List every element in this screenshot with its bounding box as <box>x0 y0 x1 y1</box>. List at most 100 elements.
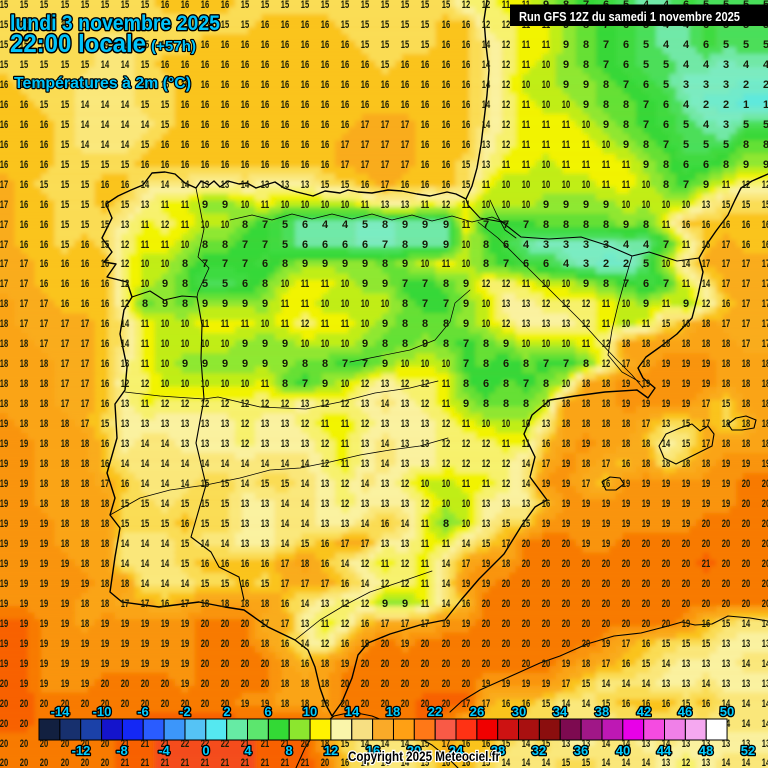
svg-text:20: 20 <box>602 558 610 570</box>
svg-text:13: 13 <box>401 199 409 211</box>
svg-text:20: 20 <box>20 718 28 730</box>
svg-text:13: 13 <box>522 498 530 510</box>
svg-text:18: 18 <box>101 598 109 610</box>
svg-text:11: 11 <box>502 0 510 11</box>
svg-text:4: 4 <box>683 99 690 111</box>
svg-text:20: 20 <box>20 757 28 768</box>
svg-text:16: 16 <box>281 139 289 151</box>
svg-text:19: 19 <box>642 398 650 410</box>
svg-text:15: 15 <box>462 159 470 171</box>
svg-text:14: 14 <box>181 179 190 191</box>
svg-text:17: 17 <box>341 139 349 151</box>
svg-text:6: 6 <box>302 239 308 251</box>
svg-text:16: 16 <box>341 79 349 91</box>
svg-text:15: 15 <box>181 558 189 570</box>
svg-text:9: 9 <box>543 199 549 211</box>
svg-text:21: 21 <box>121 738 129 750</box>
svg-text:19: 19 <box>20 478 28 490</box>
svg-text:17: 17 <box>141 598 149 610</box>
svg-text:15: 15 <box>381 59 389 71</box>
svg-text:16: 16 <box>241 39 249 51</box>
svg-text:13: 13 <box>321 478 329 490</box>
svg-text:14: 14 <box>161 538 170 550</box>
svg-text:14: 14 <box>241 478 250 490</box>
svg-text:13: 13 <box>141 199 149 211</box>
svg-text:20: 20 <box>742 498 750 510</box>
svg-text:10: 10 <box>622 298 630 310</box>
svg-text:12: 12 <box>742 179 750 191</box>
svg-text:19: 19 <box>40 678 48 690</box>
svg-text:12: 12 <box>702 298 710 310</box>
svg-text:13: 13 <box>181 438 189 450</box>
svg-text:11: 11 <box>602 179 610 191</box>
svg-text:8: 8 <box>402 298 408 310</box>
svg-text:7: 7 <box>422 278 428 290</box>
svg-text:15: 15 <box>421 738 429 750</box>
svg-text:19: 19 <box>40 658 48 670</box>
svg-text:16: 16 <box>221 79 229 91</box>
svg-text:6: 6 <box>322 239 328 251</box>
svg-text:12: 12 <box>361 418 369 430</box>
svg-text:15: 15 <box>421 0 429 11</box>
svg-text:20: 20 <box>381 658 389 670</box>
svg-text:15: 15 <box>301 0 309 11</box>
svg-text:20: 20 <box>421 678 429 690</box>
svg-text:19: 19 <box>161 618 169 630</box>
svg-text:14: 14 <box>181 478 190 490</box>
svg-text:9: 9 <box>683 298 689 310</box>
svg-text:10: 10 <box>201 378 209 390</box>
svg-text:17: 17 <box>742 258 750 270</box>
svg-text:19: 19 <box>61 658 69 670</box>
svg-text:3: 3 <box>703 79 709 91</box>
svg-text:7: 7 <box>422 298 428 310</box>
svg-text:11: 11 <box>141 318 149 330</box>
svg-text:16: 16 <box>221 119 229 131</box>
svg-text:11: 11 <box>161 199 169 211</box>
svg-text:15: 15 <box>762 199 768 211</box>
svg-text:14: 14 <box>301 518 310 530</box>
svg-text:2: 2 <box>743 79 749 91</box>
svg-text:19: 19 <box>622 398 630 410</box>
svg-text:46: 46 <box>678 704 692 719</box>
svg-text:8: 8 <box>483 338 489 350</box>
svg-text:16: 16 <box>482 738 490 750</box>
svg-text:15: 15 <box>221 578 229 590</box>
svg-text:8: 8 <box>422 318 428 330</box>
svg-text:17: 17 <box>361 538 369 550</box>
svg-text:17: 17 <box>742 298 750 310</box>
svg-text:11: 11 <box>301 298 309 310</box>
svg-text:19: 19 <box>702 378 710 390</box>
svg-text:19: 19 <box>20 618 28 630</box>
svg-text:19: 19 <box>40 538 48 550</box>
svg-text:19: 19 <box>0 598 8 610</box>
svg-text:11: 11 <box>622 159 630 171</box>
svg-text:20: 20 <box>221 678 229 690</box>
svg-text:12: 12 <box>321 398 329 410</box>
svg-text:15: 15 <box>682 698 690 710</box>
svg-text:15: 15 <box>141 19 149 31</box>
svg-text:10: 10 <box>542 398 550 410</box>
svg-text:16: 16 <box>101 179 109 191</box>
svg-text:15: 15 <box>101 159 109 171</box>
svg-text:9: 9 <box>422 219 428 231</box>
svg-text:13: 13 <box>281 418 289 430</box>
svg-text:6: 6 <box>623 39 629 51</box>
svg-text:9: 9 <box>463 398 469 410</box>
svg-text:15: 15 <box>61 79 69 91</box>
svg-text:15: 15 <box>321 0 329 11</box>
svg-text:9: 9 <box>583 199 589 211</box>
svg-text:14: 14 <box>522 738 531 750</box>
svg-text:20: 20 <box>221 658 229 670</box>
svg-text:16: 16 <box>341 59 349 71</box>
svg-text:7: 7 <box>523 378 529 390</box>
svg-text:0: 0 <box>202 743 209 758</box>
svg-text:19: 19 <box>682 398 690 410</box>
svg-text:19: 19 <box>40 638 48 650</box>
svg-text:16: 16 <box>742 219 750 231</box>
svg-text:8: 8 <box>242 219 248 231</box>
svg-text:16: 16 <box>161 59 169 71</box>
svg-text:13: 13 <box>522 298 530 310</box>
svg-text:16: 16 <box>702 698 710 710</box>
svg-text:13: 13 <box>502 298 510 310</box>
svg-text:19: 19 <box>682 618 690 630</box>
